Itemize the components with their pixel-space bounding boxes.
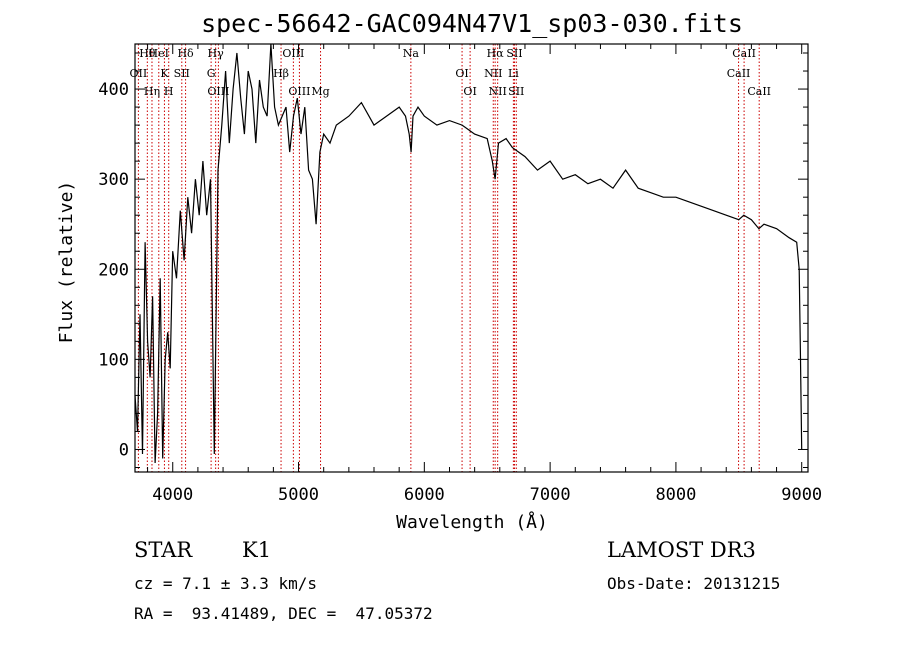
line-label-1: OII — [130, 67, 148, 80]
y-tick-label-3: 300 — [98, 170, 129, 190]
plot-frame — [134, 43, 809, 473]
line-label-6: Hδ — [177, 47, 194, 60]
coordinates: RA = 93.41489, DEC = 47.05372 — [134, 604, 433, 623]
line-label-22: Li — [508, 67, 519, 80]
line-label-26: CaII — [747, 85, 771, 98]
line-label-5: H — [164, 85, 174, 98]
line-label-7: SII — [174, 67, 190, 80]
line-label-18: Hα — [487, 47, 505, 60]
line-label-20: NII — [489, 85, 507, 98]
x-axis-label: Wavelength (Å) — [396, 511, 548, 533]
object-subclass: K1 — [242, 538, 272, 562]
object-class: STAR — [134, 538, 193, 562]
line-label-16: OI — [455, 67, 468, 80]
line-label-19: NII — [484, 67, 502, 80]
line-label-24: CaII — [732, 47, 756, 60]
x-tick-label-5: 9000 — [781, 485, 822, 505]
y-axis-label: Flux (relative) — [56, 181, 77, 344]
x-tick-label-2: 6000 — [404, 485, 445, 505]
y-tick-label-1: 100 — [98, 350, 129, 370]
line-label-2: Hη — [144, 85, 160, 98]
redshift-velocity: cz = 7.1 ± 3.3 km/s — [134, 574, 318, 593]
y-tick-label-0: 0 — [119, 440, 129, 460]
x-tick-label-0: 4000 — [152, 485, 193, 505]
line-label-11: OIII — [288, 85, 310, 98]
y-axis-ticks: 0 100 200 300 400 — [98, 52, 808, 468]
chart-title: spec-56642-GAC094N47V1_sp03-030.fits — [201, 9, 743, 38]
x-tick-label-1: 5000 — [278, 485, 319, 505]
y-tick-label-2: 200 — [98, 260, 129, 280]
line-label-15: Na — [403, 47, 420, 60]
line-label-12: OIII — [282, 47, 304, 60]
line-label-3: HeI — [149, 47, 169, 60]
line-label-9: Hγ — [208, 47, 225, 60]
y-tick-label-4: 400 — [98, 80, 129, 100]
line-label-13: Hβ — [273, 67, 289, 80]
line-label-25: CaII — [727, 67, 751, 80]
line-label-10: G — [207, 67, 216, 80]
line-label-4: K — [160, 67, 169, 80]
x-axis-ticks: 4000 5000 6000 7000 8000 9000 — [147, 44, 822, 505]
line-label-14: Mg — [311, 85, 329, 98]
x-tick-label-4: 8000 — [655, 485, 696, 505]
x-tick-label-3: 7000 — [530, 485, 571, 505]
line-label-17: OI — [463, 85, 476, 98]
line-label-21: SII — [506, 47, 522, 60]
spectrum-series-line — [134, 43, 803, 464]
observation-date: Obs-Date: 20131215 — [607, 574, 781, 593]
line-label-0: Hθ — [139, 47, 156, 60]
survey-name: LAMOST DR3 — [607, 538, 756, 562]
line-label-23: SII — [508, 85, 524, 98]
